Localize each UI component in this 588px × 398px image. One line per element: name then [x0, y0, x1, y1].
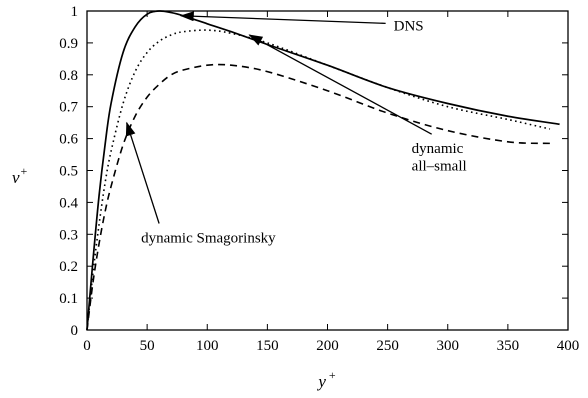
- annotation-label: DNS: [394, 18, 424, 34]
- series-line-dynamic-smagorinsky: [86, 63, 550, 331]
- series-line-dynamic-all-small: [86, 29, 551, 331]
- annotation-arrow: [179, 11, 386, 25]
- y-axis-title: v+: [12, 164, 28, 187]
- x-axis-title: y +: [316, 368, 336, 391]
- x-tick-label: 200: [316, 338, 339, 354]
- x-tick-label: 400: [557, 338, 580, 354]
- y-tick-label: 0.8: [59, 68, 78, 84]
- x-tick-label: 250: [376, 338, 399, 354]
- y-tick-label: 0: [71, 323, 79, 339]
- x-tick-label: 300: [437, 338, 460, 354]
- x-tick-label: 0: [83, 338, 91, 354]
- x-tick-label: 150: [256, 338, 279, 354]
- y-tick-label: 0.5: [59, 164, 78, 180]
- annotation-arrow: [248, 34, 432, 135]
- y-tick-label: 0.4: [59, 195, 78, 211]
- y-tick-label: 0.3: [59, 227, 78, 243]
- y-tick-label: 0.2: [59, 259, 78, 275]
- annotation-label: all–small: [412, 159, 467, 175]
- y-tick-label: 1: [71, 4, 79, 20]
- y-tick-label: 0.7: [59, 100, 78, 116]
- series-line-dns: [86, 10, 560, 331]
- x-tick-label: 350: [497, 338, 520, 354]
- y-tick-label: 0.6: [59, 132, 78, 148]
- y-tick-label: 0.1: [59, 291, 78, 307]
- x-tick-label: 50: [140, 338, 155, 354]
- annotation-label: dynamic: [412, 141, 464, 157]
- y-tick-label: 0.9: [59, 36, 78, 52]
- plot-area-frame: [86, 10, 569, 331]
- annotation-arrow: [125, 121, 160, 224]
- x-tick-label: 100: [196, 338, 219, 354]
- annotation-label: dynamic Smagorinsky: [141, 230, 276, 246]
